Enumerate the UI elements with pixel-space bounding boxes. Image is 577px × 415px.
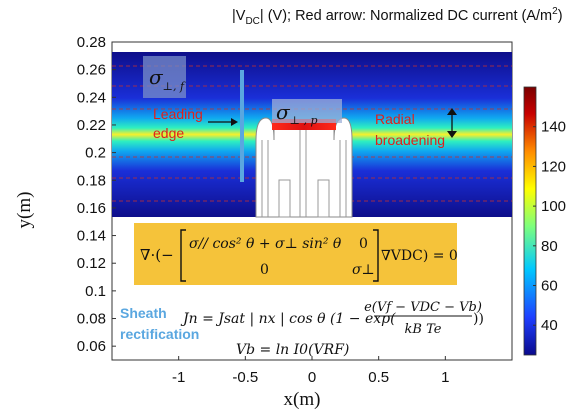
colorbar-tick-label: 40 — [541, 317, 558, 334]
y-tick-label: 0.1 — [85, 283, 106, 300]
radial-broadening-arrow — [447, 108, 457, 138]
figure-title: |VDC| (V); Red arrow: Normalized DC curr… — [232, 6, 563, 27]
y-axis-label: y(m) — [14, 192, 35, 229]
jn-numerator: e(Vf − VDC − Vb) — [364, 300, 482, 315]
x-tick-label: 1 — [441, 369, 449, 386]
eq-m22: σ⊥ — [352, 262, 375, 278]
eq-rhs: ∇VDC) = 0 — [381, 248, 458, 264]
sigma-p-label: σ⊥ , p — [276, 100, 318, 127]
colorbar-tick-label: 140 — [541, 119, 566, 136]
colorbar-tick-label: 120 — [541, 158, 566, 175]
x-tick-label: -0.5 — [232, 369, 258, 386]
dc-current-arrow — [272, 119, 336, 130]
jn-pre: Jn = Jsat | nx | cos θ (1 − exp( — [180, 311, 396, 327]
x-tick-label: -1 — [172, 369, 185, 386]
colorbar-tick-label: 60 — [541, 278, 558, 295]
y-tick-label: 0.22 — [77, 117, 106, 134]
y-tick-label: 0.24 — [77, 89, 106, 106]
x-axis-label: x(m) — [284, 389, 321, 410]
colorbar-ticks: 140 120 100 80 60 40 — [533, 119, 566, 334]
sigma-f-label: σ⊥, f — [149, 65, 186, 93]
y-tick-label: 0.18 — [77, 172, 106, 189]
leading-edge-line — [240, 70, 244, 182]
jn-equation: Jn = Jsat | nx | cos θ (1 − exp( e(Vf − … — [180, 300, 484, 337]
jn-post: )) — [473, 311, 484, 327]
y-axis-ticks: 0.28 0.26 0.24 0.22 0.2 0.18 0.16 0.14 0.12 0.1 0.… — [77, 34, 116, 355]
leading-edge-arrow — [208, 118, 238, 126]
sheath-rectification-label: Sheath rectification — [120, 305, 199, 342]
eq-m12: 0 — [359, 236, 368, 252]
sigma-f-box — [143, 56, 186, 98]
sigma-p-box — [272, 99, 342, 123]
eq-lhs: ∇·(− — [140, 246, 174, 264]
main-equation: ∇·(− σ// cos² θ + σ⊥ sin² θ 0 0 σ⊥ ∇VDC)… — [140, 229, 458, 282]
y-tick-label: 0.12 — [77, 255, 106, 272]
antenna-structure — [255, 117, 353, 218]
x-axis-ticks: -1 -0.5 0 0.5 1 — [172, 356, 450, 386]
colorbar-tick-label: 80 — [541, 238, 558, 255]
leading-edge-label: Leading edge — [153, 106, 207, 141]
y-tick-label: 0.28 — [77, 34, 106, 51]
vb-equation: Vb = ln I0(VRF) — [236, 342, 349, 358]
y-tick-label: 0.16 — [77, 200, 106, 217]
y-tick-label: 0.06 — [77, 338, 106, 355]
eq-m21: 0 — [260, 262, 269, 278]
x-tick-label: 0.5 — [368, 369, 389, 386]
colorbar-tick-label: 100 — [541, 198, 566, 215]
y-tick-label: 0.2 — [85, 145, 106, 162]
y-tick-label: 0.14 — [77, 228, 106, 245]
radial-broadening-label: Radial broadening — [375, 111, 445, 148]
colorbar — [523, 86, 537, 356]
equation-box — [134, 223, 457, 285]
y-tick-label: 0.08 — [77, 311, 106, 328]
x-tick-label: 0 — [308, 369, 316, 386]
y-tick-label: 0.26 — [77, 62, 106, 79]
jn-denominator: kB Te — [405, 322, 442, 337]
eq-m11: σ// cos² θ + σ⊥ sin² θ — [189, 236, 342, 252]
